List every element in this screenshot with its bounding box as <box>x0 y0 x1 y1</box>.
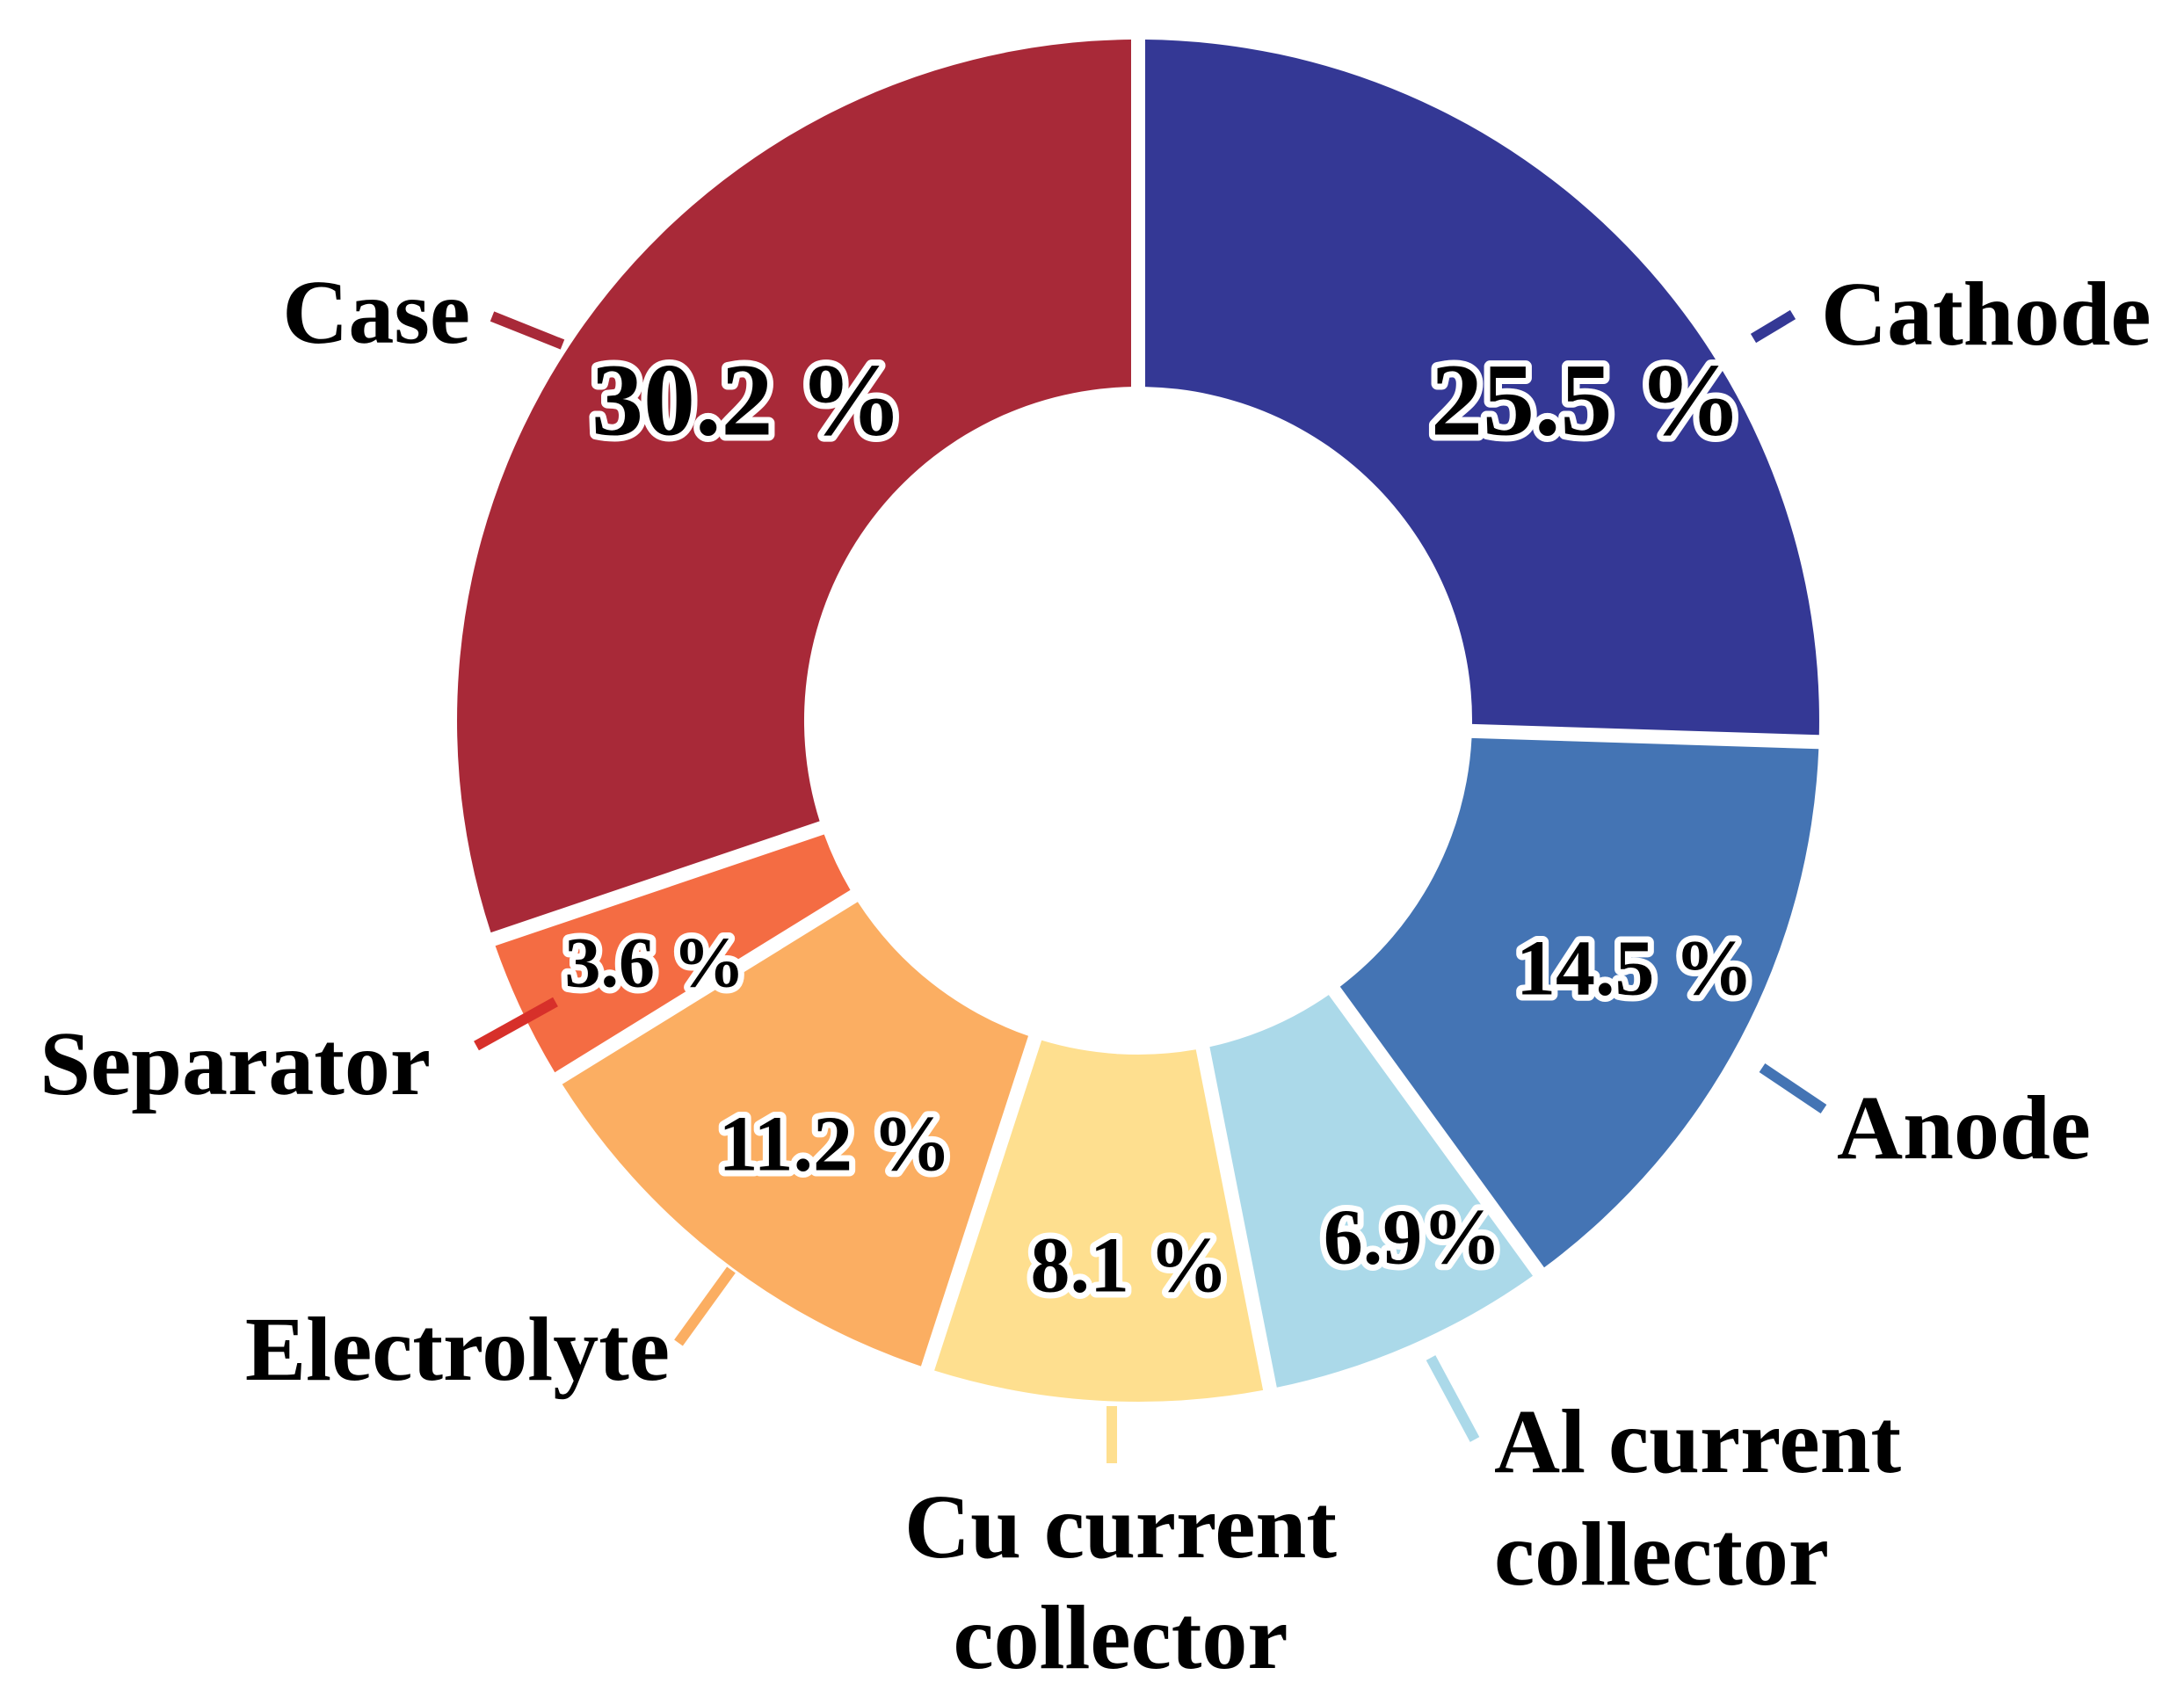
leader-line-separator <box>474 997 558 1051</box>
value-label-separator: 3.6 % <box>565 923 745 1003</box>
leader-line-electrolyte <box>674 1266 736 1346</box>
leader-line-al-current-collector <box>1426 1355 1480 1442</box>
value-label-cathode: 25.5 % <box>1431 343 1742 458</box>
value-label-cu-current-collector: 8.1 % <box>1031 1222 1229 1309</box>
value-label-electrolyte: 11.2 % <box>718 1101 951 1188</box>
percent-labels-group: 25.5 % 14.5 % 6.9% 8.1 % 11.2 % 3.6 % 30.2 % <box>559 337 1760 1316</box>
leader-lines-group <box>474 309 1827 1463</box>
value-label-anode: 14.5 % <box>1516 925 1753 1012</box>
leader-line-anode <box>1759 1063 1827 1113</box>
slice-electrolyte <box>562 902 1028 1367</box>
slice-case <box>457 40 1131 933</box>
category-label-anode: Anode <box>1837 1077 2091 1178</box>
slice-al-current-collector <box>1209 995 1533 1388</box>
leader-line-case <box>490 311 565 350</box>
category-label-electrolyte: Electrolyte <box>245 1299 670 1400</box>
slice-cathode <box>1145 40 1819 736</box>
category-label-separator: Separator <box>40 1013 431 1114</box>
value-label-case: 30.2 % <box>591 343 903 458</box>
slice-separator <box>495 834 851 1073</box>
category-label-al-current-collector: Al current collector <box>1494 1391 1901 1605</box>
category-label-cu-current-collector: Cu current collector <box>904 1476 1337 1688</box>
slice-anode <box>1339 737 1819 1268</box>
category-label-cathode: Cathode <box>1821 264 2151 365</box>
leader-line-cathode <box>1750 309 1796 344</box>
category-label-case: Case <box>282 262 470 363</box>
slices-group <box>457 40 1819 1403</box>
value-label-al-current-collector: 6.9% <box>1324 1194 1502 1281</box>
slice-cu-current-collector <box>934 1040 1264 1403</box>
category-labels-group: Cathode Anode Al current collector Cu curren… <box>40 262 2151 1688</box>
